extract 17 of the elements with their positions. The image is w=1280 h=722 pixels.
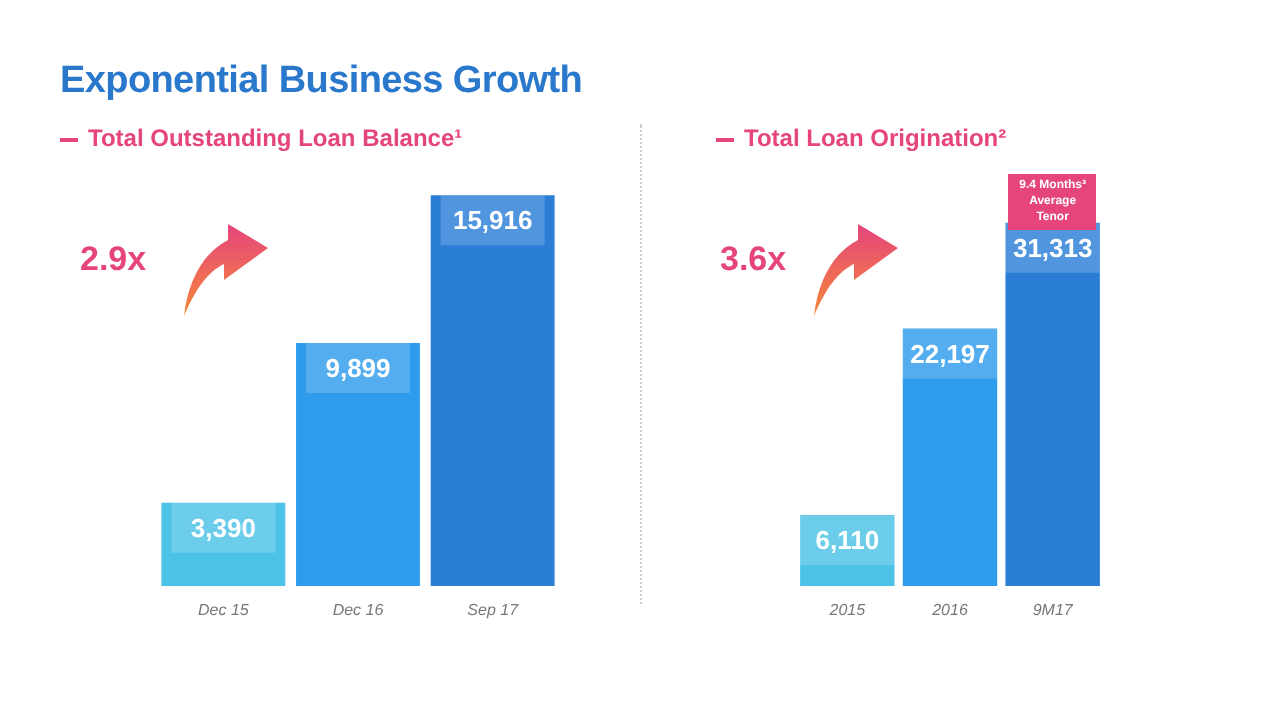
text: 2.9x [80, 240, 147, 280]
data-label: 15,916 [452, 205, 533, 236]
x-tick-label: Dec 16 [332, 601, 385, 619]
chart-subtitle: Total Outstanding Loan Balance¹ [88, 124, 463, 152]
data-label: 31,313 [1012, 232, 1093, 263]
x-tick-label: Sep 17 [467, 601, 520, 619]
x-tick-label: Dec 15 [197, 601, 250, 619]
data-label: 22,197 [910, 338, 990, 369]
data-label: 6,110 [815, 525, 880, 556]
data-label: 3,390 [190, 512, 256, 543]
chart-title: Exponential Business Growth [60, 60, 583, 104]
chart-title: Total Loan Origination² [744, 124, 1007, 152]
x-tick-label: 9M17 [1032, 601, 1074, 619]
text: 3.6x [720, 240, 787, 280]
data-label: 9,899 [325, 352, 391, 383]
x-tick-label: 2016 [930, 601, 969, 619]
x-tick-label: 2015 [827, 601, 867, 619]
